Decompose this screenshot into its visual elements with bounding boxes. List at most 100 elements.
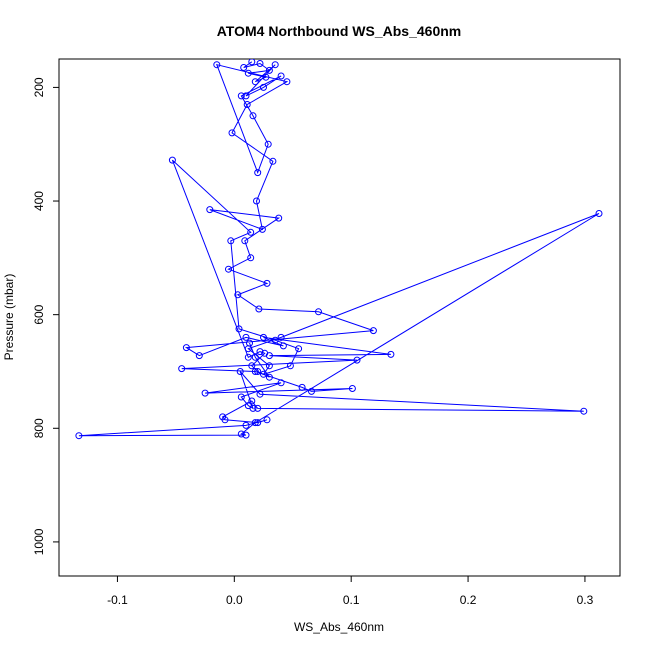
data-point bbox=[235, 325, 243, 333]
data-point bbox=[254, 169, 262, 177]
data-point bbox=[168, 156, 176, 164]
data-point bbox=[244, 69, 252, 77]
data-point bbox=[263, 416, 271, 424]
data-point bbox=[308, 387, 315, 395]
y-tick-label: 800 bbox=[32, 418, 46, 438]
data-point bbox=[243, 101, 251, 108]
data-point bbox=[369, 327, 377, 335]
data-point bbox=[178, 365, 186, 373]
data-point bbox=[234, 291, 242, 299]
data-point bbox=[247, 254, 255, 262]
y-tick-label: 200 bbox=[32, 77, 46, 97]
data-point bbox=[242, 421, 250, 429]
data-point bbox=[249, 404, 257, 412]
data-point bbox=[225, 265, 232, 273]
data-point bbox=[248, 59, 256, 66]
data-point bbox=[265, 66, 273, 74]
data-point bbox=[201, 389, 209, 397]
data-point bbox=[580, 407, 588, 415]
data-point bbox=[206, 206, 214, 214]
x-axis-label: WS_Abs_460nm bbox=[294, 620, 384, 634]
data-point bbox=[248, 397, 256, 405]
data-point bbox=[271, 61, 279, 69]
data-point bbox=[275, 214, 283, 222]
y-tick-label: 600 bbox=[32, 304, 46, 324]
x-tick-label: 0.2 bbox=[460, 593, 477, 607]
data-point bbox=[263, 279, 271, 287]
data-point bbox=[265, 362, 273, 370]
plot-frame bbox=[58, 58, 621, 577]
data-point bbox=[353, 356, 361, 364]
data-point bbox=[260, 333, 267, 341]
plot-area bbox=[75, 59, 603, 440]
data-point bbox=[279, 342, 287, 350]
data-point bbox=[254, 404, 262, 412]
data-point bbox=[298, 383, 306, 391]
data-point bbox=[269, 157, 277, 165]
data-point bbox=[236, 368, 244, 375]
x-tick-label: 0.3 bbox=[577, 593, 594, 607]
data-point bbox=[237, 92, 245, 100]
chart-title: ATOM4 Northbound WS_Abs_460nm bbox=[217, 23, 462, 39]
data-point bbox=[251, 419, 259, 427]
data-point bbox=[242, 333, 250, 341]
data-point bbox=[227, 237, 235, 245]
x-axis: -0.1 0.0 0.1 0.2 0.3 bbox=[107, 576, 594, 607]
data-point bbox=[283, 78, 291, 86]
y-axis: 200 400 600 800 1000 bbox=[32, 77, 59, 555]
data-point bbox=[237, 430, 245, 438]
data-point bbox=[75, 432, 83, 440]
data-point bbox=[213, 61, 221, 69]
data-point bbox=[249, 112, 257, 120]
data-point bbox=[260, 370, 267, 378]
data-point bbox=[241, 237, 249, 245]
data-point bbox=[315, 308, 322, 316]
data-point bbox=[244, 353, 252, 361]
data-point bbox=[258, 225, 266, 233]
data-point bbox=[277, 72, 285, 80]
y-tick-label: 400 bbox=[32, 191, 46, 211]
data-point bbox=[256, 348, 264, 356]
data-point bbox=[195, 352, 203, 360]
data-point bbox=[271, 336, 279, 344]
data-point bbox=[255, 305, 263, 313]
data-point bbox=[254, 419, 262, 427]
data-point bbox=[246, 339, 253, 347]
data-point bbox=[254, 368, 262, 375]
data-point bbox=[182, 344, 190, 352]
data-point bbox=[256, 60, 264, 67]
data-point bbox=[262, 73, 270, 81]
x-tick-label: 0.0 bbox=[226, 593, 243, 607]
y-tick-label: 1000 bbox=[32, 528, 46, 555]
x-tick-label: 0.1 bbox=[343, 593, 360, 607]
data-point bbox=[253, 197, 260, 205]
data-point bbox=[242, 92, 250, 100]
series-group bbox=[75, 59, 603, 440]
data-point bbox=[295, 345, 303, 353]
data-point bbox=[286, 362, 294, 370]
series-line bbox=[78, 61, 600, 437]
data-point bbox=[248, 362, 256, 370]
data-point bbox=[261, 349, 269, 357]
data-point bbox=[277, 333, 285, 341]
data-point bbox=[228, 129, 236, 137]
data-point bbox=[251, 78, 259, 86]
data-point bbox=[256, 390, 264, 398]
data-point bbox=[237, 393, 245, 401]
data-point bbox=[242, 431, 250, 439]
data-point bbox=[260, 83, 267, 91]
data-point bbox=[251, 368, 259, 375]
data-point bbox=[264, 140, 272, 148]
data-point bbox=[221, 416, 229, 424]
data-point bbox=[251, 353, 259, 361]
data-point bbox=[277, 379, 285, 387]
data-point bbox=[348, 385, 356, 392]
data-point bbox=[240, 64, 248, 71]
data-point bbox=[387, 350, 395, 358]
data-point bbox=[265, 373, 273, 381]
data-point bbox=[247, 228, 255, 236]
x-tick-label: -0.1 bbox=[107, 593, 128, 607]
data-point bbox=[595, 210, 603, 217]
y-axis-label: Pressure (mbar) bbox=[2, 274, 16, 361]
